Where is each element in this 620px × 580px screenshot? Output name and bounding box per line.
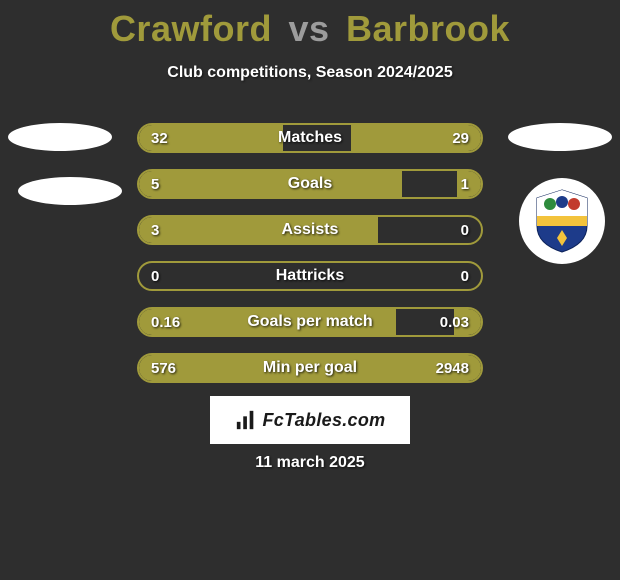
stat-value-right: 0: [461, 217, 469, 243]
stat-label: Matches: [139, 125, 481, 151]
subtitle: Club competitions, Season 2024/2025: [0, 64, 620, 82]
stat-row: Goals5 1: [137, 169, 483, 199]
player1-placeholder-ellipse-2: [18, 177, 122, 205]
stat-label: Min per goal: [139, 355, 481, 381]
player2-placeholder-ellipse: [508, 123, 612, 151]
stat-label: Goals per match: [139, 309, 481, 335]
player2-name: Barbrook: [346, 8, 510, 49]
stat-value-right: 0.03: [440, 309, 469, 335]
stat-row: Hattricks0 0: [137, 261, 483, 291]
stat-label: Hattricks: [139, 263, 481, 289]
stat-label: Goals: [139, 171, 481, 197]
player1-placeholder-ellipse-1: [8, 123, 112, 151]
stat-label: Assists: [139, 217, 481, 243]
stat-value-right: 0: [461, 263, 469, 289]
brand-text: FcTables.com: [263, 410, 386, 431]
stat-row: Assists3 0: [137, 215, 483, 245]
stat-value-left: 0.16: [151, 309, 180, 335]
comparison-title: Crawford vs Barbrook: [0, 0, 620, 50]
player2-club-crest: [519, 178, 605, 264]
brand-badge: FcTables.com: [210, 396, 410, 444]
stat-value-right: 29: [452, 125, 469, 151]
stat-row: Matches32 29: [137, 123, 483, 153]
stat-value-right: 1: [461, 171, 469, 197]
stat-value-left: 576: [151, 355, 176, 381]
player1-name: Crawford: [110, 8, 272, 49]
stat-row: Goals per match0.16 0.03: [137, 307, 483, 337]
date-label: 11 march 2025: [0, 454, 620, 472]
stat-value-left: 32: [151, 125, 168, 151]
stats-bars: Matches3229Goals51Assists30Hattricks00Go…: [137, 123, 483, 399]
stat-row: Min per goal576 2948: [137, 353, 483, 383]
stat-value-left: 0: [151, 263, 159, 289]
stat-value-left: 5: [151, 171, 159, 197]
club-crest-icon: [527, 186, 597, 256]
stat-value-right: 2948: [436, 355, 469, 381]
stat-value-left: 3: [151, 217, 159, 243]
brand-chart-icon: [235, 409, 257, 431]
vs-separator: vs: [288, 8, 329, 49]
